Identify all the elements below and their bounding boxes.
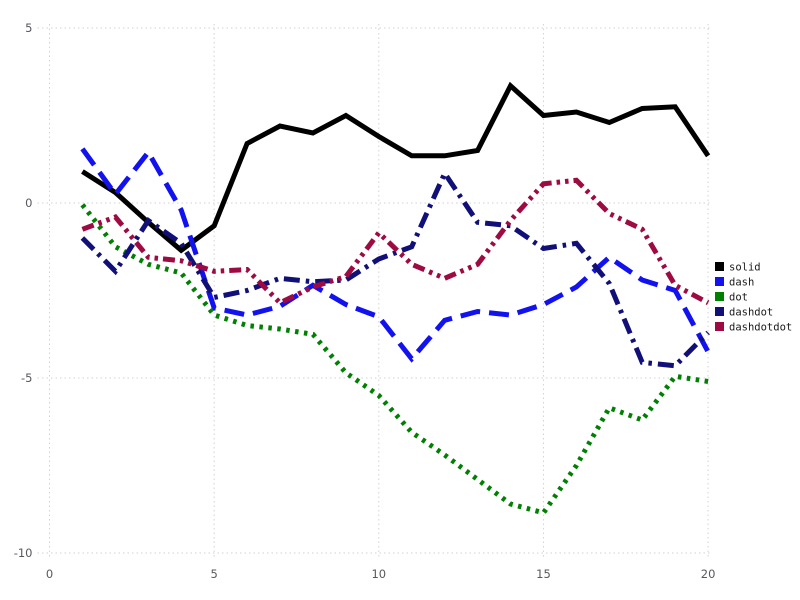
legend-label-dashdot: dashdot (729, 307, 773, 319)
y-tick-label: 5 (25, 21, 32, 35)
x-tick-label: 5 (210, 567, 217, 581)
legend-swatch-dashdot (715, 307, 724, 316)
series-line-dash (80, 147, 711, 363)
legend-item-dot: dot (715, 292, 748, 304)
legend-swatch-solid (715, 262, 724, 271)
legend-item-dashdotdot: dashdotdot (715, 322, 792, 334)
legend-item-dashdot: dashdot (715, 307, 773, 319)
legend-swatch-dot (715, 292, 724, 301)
legend-label-dash: dash (729, 277, 754, 289)
legend-swatch-dashdotdot (715, 322, 724, 331)
series-line-dashdotdot (81, 177, 710, 306)
legend-label-dot: dot (729, 292, 748, 304)
legend-label-dashdotdot: dashdotdot (729, 322, 792, 334)
x-tick-label: 0 (46, 567, 53, 581)
series-line-dashdot (80, 168, 710, 369)
legend-label-solid: solid (729, 262, 761, 274)
series-line-solid (81, 81, 711, 254)
legend-swatch-dash (715, 277, 724, 286)
y-tick-label: 0 (25, 196, 32, 210)
y-tick-label: -10 (14, 546, 33, 560)
y-tick-label: -5 (21, 371, 32, 385)
x-tick-label: 20 (701, 567, 716, 581)
legend-item-dash: dash (715, 277, 754, 289)
x-tick-label: 10 (371, 567, 386, 581)
x-tick-label: 15 (536, 567, 551, 581)
legend-item-solid: solid (715, 262, 761, 274)
